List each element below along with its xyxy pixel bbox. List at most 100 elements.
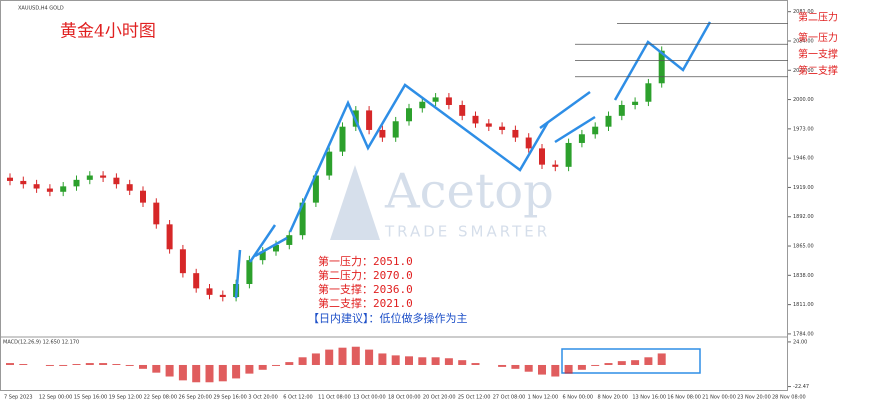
x-tick-label: 13 Nov 16:00 [632, 395, 666, 401]
macd-bar [405, 356, 413, 365]
header: XAUUSD,H4 GOLD [18, 6, 64, 12]
x-tick-label: 7 Sep 2023 [4, 395, 33, 401]
x-tick-label: 26 Sep 20:00 [179, 395, 212, 401]
candle-body [632, 101, 639, 105]
candle-body [605, 115, 612, 127]
macd-bar [285, 362, 294, 365]
macd-bar [165, 364, 174, 377]
level-label: 第二压力 [798, 11, 838, 24]
candle-body [552, 164, 559, 167]
candle-body [153, 202, 160, 225]
candle-body [578, 134, 585, 143]
trend-arrows [234, 21, 712, 299]
frame [0, 0, 788, 391]
macd-bar [298, 357, 307, 365]
macd-bar [564, 364, 573, 374]
candle-body [126, 184, 133, 191]
x-tick-label: 6 Oct 12:00 [283, 395, 312, 401]
candle-body [20, 180, 27, 185]
x-tick-label: 22 Sep 08:00 [144, 395, 177, 401]
candle-body [445, 97, 452, 105]
arrow [248, 224, 277, 263]
candle-body [512, 129, 519, 138]
y-tick-label: 1838.00 [793, 273, 814, 279]
candle-body [179, 249, 186, 274]
notes: 第一压力：2051.0 第二压力：2070.0 第一支撑：2036.0 第二支撑… [308, 254, 468, 325]
macd-bar [551, 364, 560, 377]
macd-bar [258, 364, 267, 370]
candle-body [406, 108, 412, 122]
candle-body [459, 104, 466, 116]
candle-body [565, 142, 572, 167]
x-tick-label: 1 Nov 12:00 [528, 395, 559, 401]
macd-bar [617, 361, 626, 365]
arrow [234, 249, 242, 299]
macd-bar [178, 364, 187, 381]
candle-body [193, 273, 200, 289]
level-label: 第二支撑 [798, 64, 838, 77]
candle-body [472, 115, 479, 124]
x-tick-label: 28 Nov 08:00 [772, 395, 806, 401]
x-tick-label: 15 Sep 16:00 [74, 395, 107, 401]
macd-tick-label: 24.00 [793, 339, 807, 345]
note: 第一支撑：2036.0 [318, 282, 413, 296]
candle-body [645, 83, 652, 102]
highlight-box [561, 348, 701, 374]
x-tick-label: 21 Nov 00:00 [702, 395, 736, 401]
macd-bar [99, 363, 108, 365]
candle-body [419, 101, 426, 109]
watermark: Acetop TRADE SMARTER [330, 164, 554, 241]
macd-bar [338, 347, 347, 365]
candle-body [166, 224, 173, 250]
candle-body [206, 288, 213, 295]
candle-body [658, 50, 665, 84]
candle-body [246, 260, 253, 285]
y-tick-label: 1892.00 [793, 214, 814, 220]
candle-body [339, 126, 346, 152]
macd-bar [498, 364, 507, 367]
level-label: 第一支撑 [798, 48, 838, 61]
macd-bar [391, 355, 400, 365]
x-tick-label: 19 Sep 12:00 [109, 395, 142, 401]
candle-body [273, 244, 279, 252]
candle-body [113, 177, 120, 185]
macd-bar [577, 364, 586, 370]
candle-body [46, 188, 53, 192]
macd-bar [72, 364, 81, 365]
macd-tick-label: -22.47 [793, 384, 809, 390]
x-tick-label: 6 Nov 00:00 [563, 395, 594, 401]
macd-bar [325, 349, 334, 365]
candle-body [432, 97, 439, 102]
note: 第二支撑：2021.0 [318, 296, 413, 310]
macd-bar [19, 364, 28, 365]
macd-bar [6, 363, 14, 365]
candle-body [379, 129, 386, 138]
candle-body [618, 104, 625, 116]
macd-bar [631, 360, 640, 365]
x-tick-label: 27 Oct 08:00 [493, 395, 526, 401]
x-tick-label: 23 Nov 20:00 [737, 395, 771, 401]
macd-bar [524, 364, 533, 372]
macd-bar [657, 353, 666, 365]
x-tick-label: 12 Sep 00:00 [39, 395, 72, 401]
y-tick-label: 2081.00 [793, 9, 814, 15]
candle-body [485, 123, 492, 127]
candle-body [525, 137, 532, 149]
note: 第二压力：2070.0 [318, 268, 413, 282]
x-tick-label: 3 Oct 20:00 [248, 395, 277, 401]
y-tick-label: 1865.00 [793, 244, 814, 250]
macd-bar [232, 364, 241, 379]
arrow [288, 83, 550, 233]
watermark-sub: TRADE SMARTER [384, 223, 550, 241]
macd-bar [112, 364, 121, 365]
candle-body [366, 110, 373, 130]
candle-body [392, 121, 399, 138]
x-tick-label: 16 Nov 08:00 [667, 395, 701, 401]
arrow [554, 115, 596, 144]
macd-bar [45, 364, 54, 366]
y-tick-label: 1973.00 [793, 126, 814, 132]
macd-bar [591, 364, 600, 366]
macd-bar [85, 363, 94, 365]
candle-body [86, 175, 93, 180]
